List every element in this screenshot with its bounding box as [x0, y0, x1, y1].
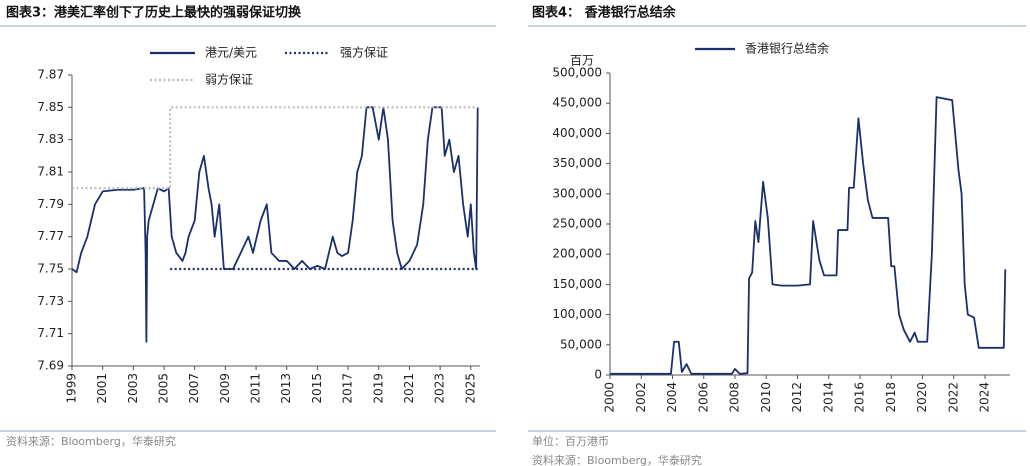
x-tick-label: 1999	[65, 373, 79, 404]
x-tick-label: 2005	[157, 373, 171, 404]
x-tick-label: 2002	[634, 382, 648, 413]
y-tick-label: 500,000	[552, 66, 602, 80]
y-tick-label: 150,000	[552, 277, 602, 291]
legend-label: 强方保证	[340, 45, 388, 60]
y-tick-label: 50,000	[560, 337, 602, 351]
x-tick-label: 2018	[884, 382, 898, 413]
line-series	[72, 106, 478, 190]
x-tick-label: 2025	[463, 373, 477, 404]
line-series	[610, 96, 1007, 375]
y-tick-label: 7.71	[37, 326, 64, 340]
y-tick-label: 200,000	[552, 247, 602, 261]
x-tick-label: 2010	[759, 382, 773, 413]
legend-label: 香港银行总结余	[745, 41, 829, 56]
x-tick-label: 2023	[433, 373, 447, 404]
x-tick-label: 2009	[218, 373, 232, 404]
source: 资料来源：Bloomberg，华泰研究	[532, 453, 702, 466]
x-tick-label: 2014	[821, 382, 835, 413]
y-tick-label: 7.81	[37, 165, 64, 179]
x-tick-label: 2013	[279, 373, 293, 404]
y-axis-label: 百万	[570, 54, 594, 68]
x-tick-label: 2017	[341, 373, 355, 404]
y-tick-label: 7.75	[37, 262, 64, 276]
x-tick-label: 2008	[728, 382, 742, 413]
source: 资料来源：Bloomberg，华泰研究	[6, 434, 176, 448]
y-tick-label: 0	[594, 368, 602, 382]
x-tick-label: 2015	[310, 373, 324, 404]
y-tick-label: 7.69	[37, 359, 64, 373]
y-tick-label: 7.79	[37, 197, 64, 211]
x-tick-label: 2024	[978, 382, 992, 413]
y-tick-label: 250,000	[552, 217, 602, 231]
x-tick-label: 2006	[696, 382, 710, 413]
x-tick-label: 2019	[371, 373, 385, 404]
legend-label: 弱方保证	[205, 72, 253, 87]
x-tick-label: 2001	[95, 373, 109, 404]
y-tick-label: 450,000	[552, 96, 602, 110]
x-tick-label: 2000	[603, 382, 617, 413]
y-tick-label: 350,000	[552, 156, 602, 170]
x-tick-label: 2007	[187, 373, 201, 404]
chart-title: 图表3：港美汇率创下了历史上最快的强弱保证切换	[6, 5, 302, 21]
x-tick-label: 2021	[402, 373, 416, 404]
y-tick-label: 400,000	[552, 126, 602, 140]
x-tick-label: 2016	[853, 382, 867, 413]
y-tick-label: 7.73	[37, 294, 64, 308]
y-tick-label: 300,000	[552, 186, 602, 200]
line-series	[71, 106, 479, 343]
x-tick-label: 2011	[249, 373, 263, 404]
x-tick-label: 2012	[790, 382, 804, 413]
y-tick-label: 7.87	[37, 68, 64, 82]
y-tick-label: 100,000	[552, 307, 602, 321]
x-tick-label: 2003	[126, 373, 140, 404]
x-tick-label: 2004	[665, 382, 679, 413]
y-tick-label: 7.83	[37, 132, 64, 146]
chart-title: 图表4： 香港银行总结余	[532, 5, 677, 21]
y-tick-label: 7.85	[37, 100, 64, 114]
x-tick-label: 2022	[946, 382, 960, 413]
note: 单位：百万港币	[532, 434, 609, 448]
legend-label: 港元/美元	[205, 46, 257, 60]
y-tick-label: 7.77	[37, 229, 64, 243]
x-tick-label: 2020	[915, 382, 929, 413]
